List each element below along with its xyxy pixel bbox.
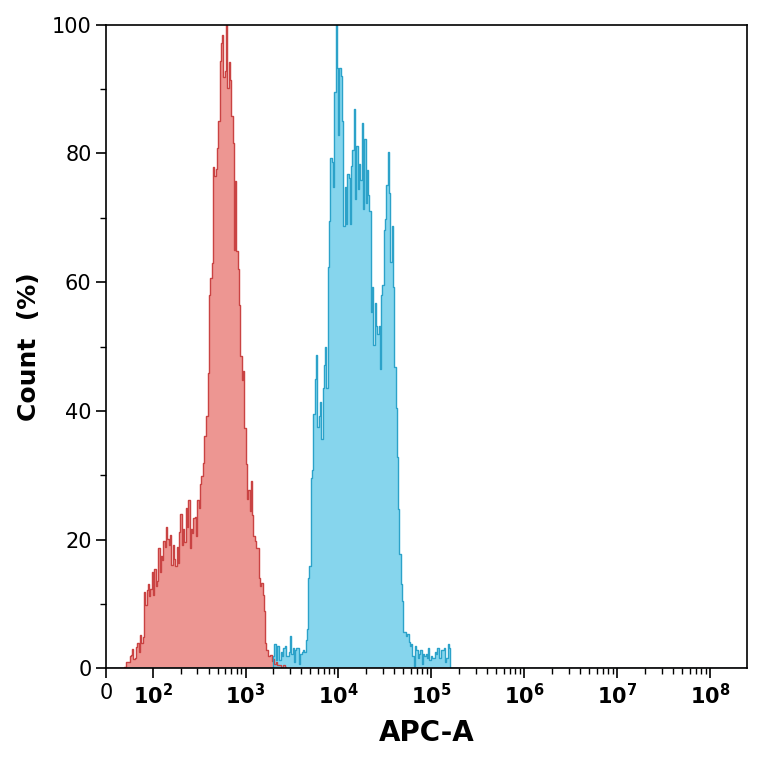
Polygon shape bbox=[106, 24, 756, 668]
X-axis label: APC-A: APC-A bbox=[379, 720, 474, 747]
Y-axis label: Count  (%): Count (%) bbox=[17, 272, 40, 421]
Polygon shape bbox=[106, 24, 756, 668]
